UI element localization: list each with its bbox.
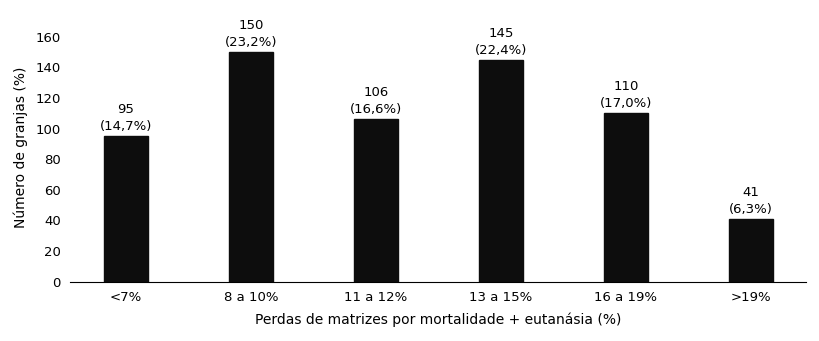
Text: 110
(17,0%): 110 (17,0%)	[599, 80, 651, 110]
Text: 41
(6,3%): 41 (6,3%)	[728, 186, 771, 216]
Y-axis label: Número de granjas (%): Número de granjas (%)	[14, 67, 29, 228]
Bar	[229, 52, 272, 282]
Text: 145
(22,4%): 145 (22,4%)	[474, 27, 527, 57]
Bar	[728, 219, 771, 282]
Text: 150
(23,2%): 150 (23,2%)	[224, 19, 277, 49]
Bar	[104, 136, 147, 282]
X-axis label: Perdas de matrizes por mortalidade + eutanásia (%): Perdas de matrizes por mortalidade + eut…	[255, 313, 621, 327]
Bar	[354, 119, 397, 282]
Bar	[478, 60, 522, 282]
Bar	[603, 113, 647, 282]
Text: 106
(16,6%): 106 (16,6%)	[349, 86, 401, 116]
Text: 95
(14,7%): 95 (14,7%)	[99, 103, 152, 133]
